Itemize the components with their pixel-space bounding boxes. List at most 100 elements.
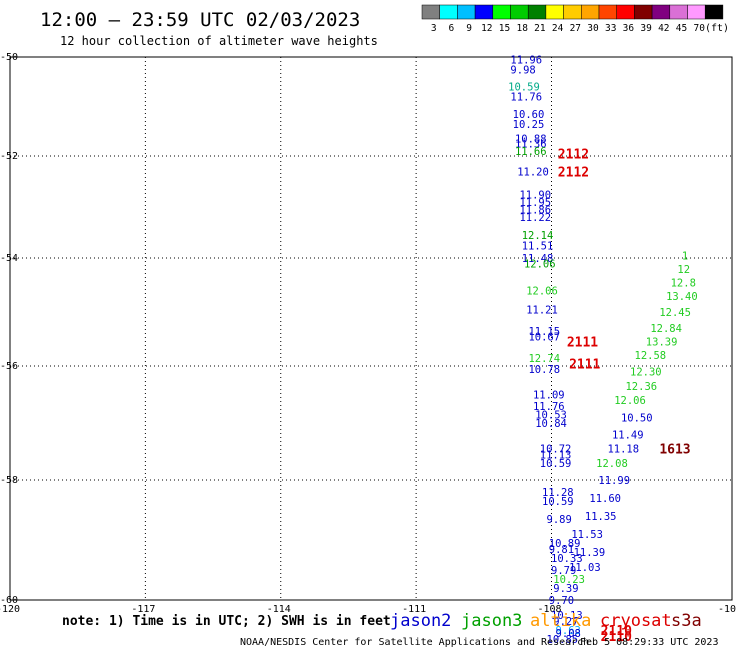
wave-height-value: 11.20 [517,166,549,178]
scale-label: 6 [449,23,455,34]
x-tick-label: -120 [0,604,20,615]
scale-label: 27 [570,23,581,34]
chart-subtitle: 12 hour collection of altimeter wave hei… [60,34,378,48]
wave-height-value: 12.36 [625,381,657,393]
y-tick-label: -50 [0,52,18,63]
x-tick-label: -117 [131,604,155,615]
wave-height-value: 12.74 [528,353,560,365]
wave-height-value: 10.33 [551,553,583,565]
plot-grid [10,57,732,600]
scale-label: 39 [640,23,652,34]
track-time-label: 2111 [567,336,598,351]
wave-height-value: 9.89 [547,514,572,526]
wave-height-value: 11.60 [589,493,621,505]
wave-height-value: 11.53 [571,529,603,541]
track-time-label: 2112 [558,165,589,180]
scale-label: 21 [534,23,546,34]
wave-height-value: 11.96 [510,54,542,66]
scale-label: 12 [481,23,492,34]
wave-height-value: 12.14 [522,230,554,242]
wave-height-value: 10.85 [547,634,579,646]
scale-swatch [581,4,600,20]
wave-height-value: 9.63 [556,625,581,637]
track-labels: 21122112211121111613211021102109 [558,148,691,645]
wave-height-value: 12.45 [659,307,691,319]
wave-height-value: 11.36 [515,139,547,151]
scale-label: 24 [552,23,564,34]
y-tick-label: -52 [0,151,18,162]
scale-swatch [527,4,547,20]
scale-swatch [669,4,688,20]
wave-height-value: 10.84 [535,418,567,430]
wave-height-value: 11.51 [522,240,554,252]
wave-height-value: 11.76 [510,92,542,104]
satellite-legend-cryosat: cryosat [600,611,672,631]
x-axis-ticks: -120 -117 -114 -111 -108 -10 [0,604,736,615]
satellite-legend-s3a: s3a [671,611,702,631]
scale-swatch [687,4,706,20]
scale-label: 42 [658,23,669,34]
y-tick-label: -56 [0,361,18,372]
wave-height-value: 12.58 [635,350,667,362]
wave-height-value: 12 [677,264,690,276]
wave-height-value: 12.06 [526,285,558,297]
wave-height-value: 1 [682,250,688,262]
scale-label: 45 [676,23,687,34]
track-time-label: 2110 [601,630,632,645]
wave-height-value: 12.06 [524,258,556,270]
satellite-legend-altika: altika [530,611,591,631]
wave-height-value: 10.50 [621,412,653,424]
scale-label: 9 [466,23,472,34]
wave-height-value: 10.72 [540,444,572,456]
satellite-legend-jason2: jason2 [390,611,451,631]
wave-height-value: 11.28 [542,487,574,499]
scale-swatch [492,4,511,20]
wave-height-value: 10.60 [513,109,545,121]
wave-height-value: 10.23 [553,574,585,586]
wave-height-value: 11.21 [526,304,558,316]
wave-height-value: 9.08 [556,628,581,640]
scale-swatch [563,4,582,20]
scale-swatch [510,4,529,20]
wave-height-value: 11.39 [574,547,606,559]
wave-height-value: 10.67 [528,331,560,343]
wave-height-value: 10.59 [542,496,574,508]
color-scale-legend: 3 6 9 12 15 18 21 24 27 30 33 36 39 42 45 70 [421,4,724,34]
y-tick-label: -54 [0,253,18,264]
scale-label: 30 [587,23,599,34]
footer-credit: NOAA/NESDIS Center for Satellite Applica… [240,637,589,648]
satellite-legend: jason2 jason3 altika cryosat s3a [390,611,702,631]
wave-height-value: 11.95 [519,197,551,209]
wave-height-value: 10.59 [540,458,572,470]
scale-swatch [474,4,494,20]
scale-swatch [439,4,458,20]
scale-label: 70 [693,23,705,34]
wave-height-value: 9.98 [510,64,535,76]
wave-height-value: 12.06 [614,395,646,407]
wave-height-value: 10.88 [515,134,547,146]
track-time-label: 2111 [569,357,600,372]
scale-label: 18 [516,23,528,34]
satellite-legend-jason3: jason3 [461,611,522,631]
x-tick-label: -111 [402,604,426,615]
wave-height-value: 9.81 [549,544,574,556]
y-tick-label: -58 [0,475,18,486]
scale-swatch [545,4,564,20]
track-time-label: 1613 [659,443,690,458]
wave-height-value: 12.08 [596,458,628,470]
scale-label: 15 [499,23,510,34]
wave-height-value: 11.13 [540,449,572,461]
wave-height-value: 10.53 [535,409,567,421]
wave-height-value: 11.03 [569,562,601,574]
wave-height-value: 11.99 [598,475,630,487]
wave-height-value: 9.39 [553,583,578,595]
footer-timestamp: Feb 5 08:29:33 UTC 2023 [580,637,718,648]
wave-height-value: 11.48 [522,253,554,265]
wave-height-value: 9.27 [553,616,578,628]
wave-height-value: 11.86 [519,205,551,217]
wave-height-value: 11.22 [519,212,551,224]
wave-height-value: 10.59 [508,82,540,94]
wave-height-value: 12.8 [671,277,696,289]
y-axis-ticks: -50 -52 -54 -56 -58 -60 [0,52,18,606]
